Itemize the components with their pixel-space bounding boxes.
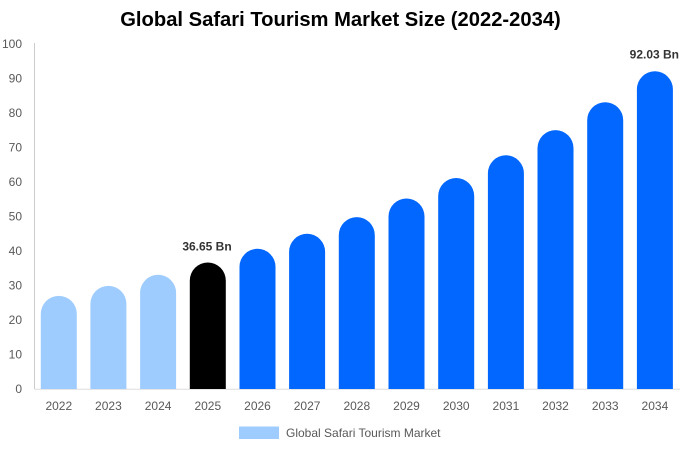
svg-text:Global Safari Tourism Market S: Global Safari Tourism Market Size (2022-… xyxy=(120,9,561,31)
svg-text:2033: 2033 xyxy=(592,399,619,413)
svg-text:50: 50 xyxy=(9,209,23,223)
svg-text:2026: 2026 xyxy=(244,399,271,413)
svg-text:0: 0 xyxy=(15,382,22,396)
svg-text:100: 100 xyxy=(2,37,22,51)
svg-text:2034: 2034 xyxy=(642,399,669,413)
svg-text:20: 20 xyxy=(9,313,23,327)
svg-text:36.65 Bn: 36.65 Bn xyxy=(182,240,231,254)
svg-text:2029: 2029 xyxy=(393,399,420,413)
svg-text:2023: 2023 xyxy=(95,399,122,413)
svg-text:2025: 2025 xyxy=(194,399,221,413)
svg-text:2024: 2024 xyxy=(145,399,172,413)
svg-text:90: 90 xyxy=(9,71,23,85)
svg-text:Global Safari Tourism Market: Global Safari Tourism Market xyxy=(286,426,441,440)
svg-text:2032: 2032 xyxy=(542,399,569,413)
svg-text:70: 70 xyxy=(9,140,23,154)
svg-text:60: 60 xyxy=(9,175,23,189)
svg-text:2027: 2027 xyxy=(294,399,321,413)
svg-text:10: 10 xyxy=(9,347,23,361)
svg-text:92.03 Bn: 92.03 Bn xyxy=(630,48,679,62)
svg-text:2031: 2031 xyxy=(493,399,520,413)
svg-text:2028: 2028 xyxy=(343,399,370,413)
svg-text:30: 30 xyxy=(9,278,23,292)
svg-text:2030: 2030 xyxy=(443,399,470,413)
svg-text:80: 80 xyxy=(9,106,23,120)
svg-text:40: 40 xyxy=(9,244,23,258)
svg-text:2022: 2022 xyxy=(45,399,72,413)
